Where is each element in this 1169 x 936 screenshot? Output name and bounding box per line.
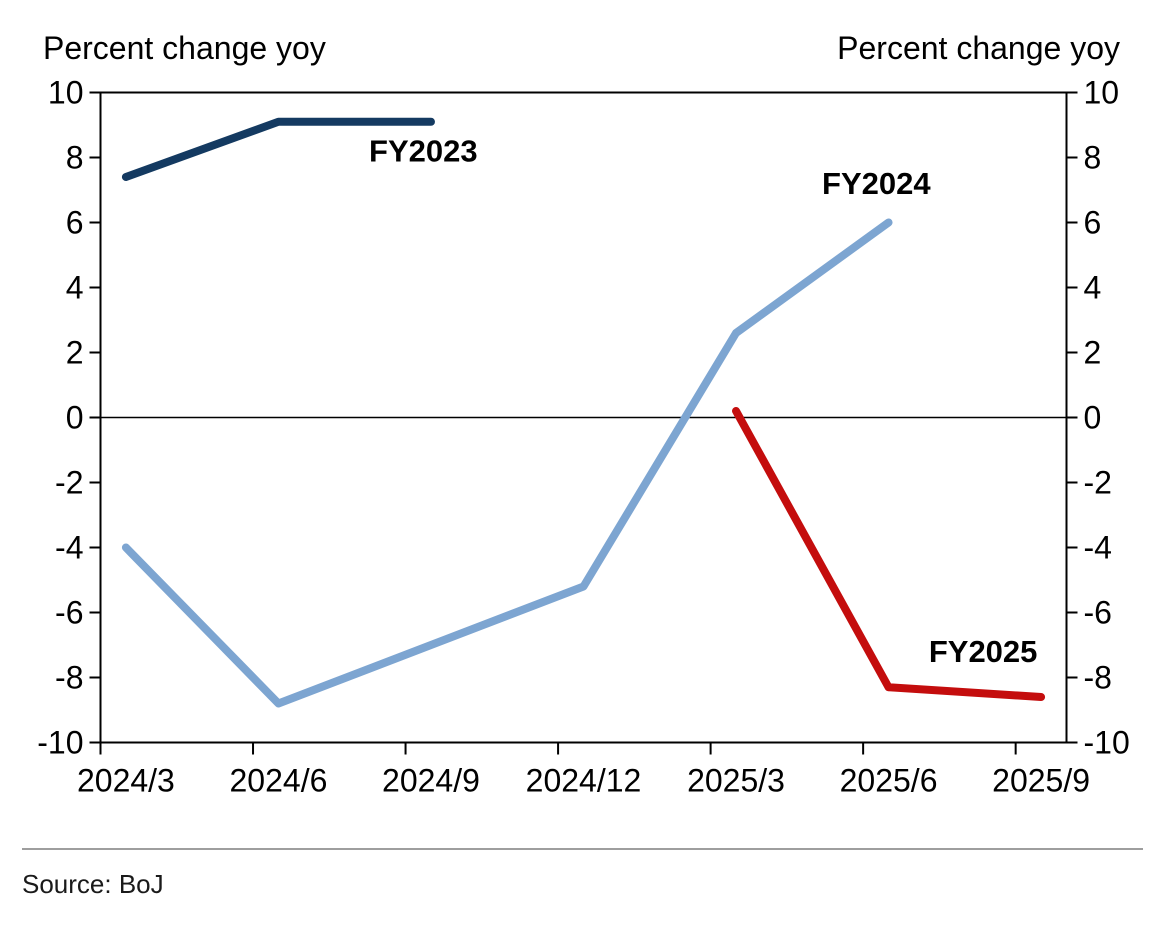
series-label-FY2024: FY2024	[822, 166, 931, 201]
series-line-FY2025	[732, 407, 1046, 701]
y-tick-label-right: 10	[1084, 75, 1120, 111]
y-tick-label-left: -2	[55, 465, 83, 501]
y-tick-label-right: 2	[1084, 335, 1102, 371]
y-tick-label-right: 0	[1084, 400, 1102, 436]
right-axis-title: Percent change yoy	[837, 30, 1120, 66]
y-tick-label-right: 6	[1084, 205, 1102, 241]
x-tick-label: 2024/12	[526, 763, 642, 799]
y-tick-label-left: 0	[66, 400, 84, 436]
x-tick-label: 2024/9	[382, 763, 480, 799]
y-tick-label-left: 8	[66, 140, 84, 176]
plot-border	[99, 91, 1068, 744]
series-line-FY2023	[121, 117, 435, 181]
x-tick-label: 2025/6	[840, 763, 938, 799]
x-tick-label: 2024/6	[230, 763, 328, 799]
footer-divider	[22, 848, 1143, 850]
source-note: Source: BoJ	[22, 869, 164, 899]
series-label-FY2025: FY2025	[929, 634, 1038, 669]
y-tick-label-left: 4	[66, 270, 84, 306]
series-line-FY2024	[121, 218, 893, 708]
y-tick-label-left: -6	[55, 595, 83, 631]
y-tick-label-right: -8	[1084, 660, 1112, 696]
line-chart: -10 -10 -8 -8 -6 -6 -4 -4 -2 -2 0 0 2 2 4 4 6 6 8 8 10 10 2024…	[37, 75, 1130, 799]
y-tick-label-right: -2	[1084, 465, 1112, 501]
y-tick-label-left: -10	[37, 725, 83, 761]
y-tick-label-left: 2	[66, 335, 84, 371]
x-tick-label: 2025/3	[687, 763, 785, 799]
y-tick-label-left: -8	[55, 660, 83, 696]
left-axis-title: Percent change yoy	[43, 30, 326, 66]
y-tick-label-left: 10	[48, 75, 84, 111]
y-tick-label-right: -10	[1084, 725, 1130, 761]
y-tick-label-right: -4	[1084, 530, 1112, 566]
y-tick-label-right: 4	[1084, 270, 1102, 306]
x-tick-label: 2025/9	[992, 763, 1090, 799]
y-tick-label-left: -4	[55, 530, 83, 566]
y-tick-label-right: 8	[1084, 140, 1102, 176]
series-label-FY2023: FY2023	[369, 134, 478, 169]
x-tick-label: 2024/3	[77, 763, 175, 799]
y-tick-label-right: -6	[1084, 595, 1112, 631]
y-tick-label-left: 6	[66, 205, 84, 241]
